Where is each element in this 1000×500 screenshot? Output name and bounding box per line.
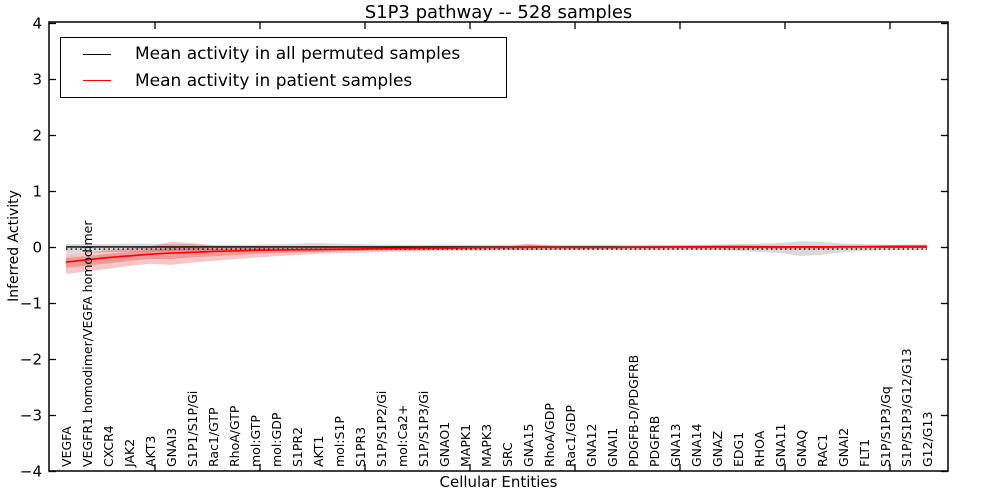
x-tick-label: Rac1/GTP: [206, 407, 221, 467]
x-tick-label: GNA15: [521, 424, 536, 468]
x-tick-label: GNA14: [689, 423, 704, 467]
x-tick-label: FLT1: [857, 439, 872, 467]
x-tick-label: RAC1: [815, 434, 830, 467]
permuted-band: [66, 241, 927, 256]
y-tick-label: −1: [20, 295, 42, 313]
y-axis-label: Inferred Activity: [6, 190, 22, 302]
legend-label-permuted: Mean activity in all permuted samples: [135, 44, 461, 65]
x-tick-label: S1P/S1P3/G12/G13: [899, 348, 914, 467]
x-tick-label: VEGFA: [59, 426, 74, 467]
x-tick-label: mol:GDP: [269, 412, 284, 467]
x-tick-label: GNAI2: [836, 428, 851, 467]
x-tick-label: AKT1: [311, 436, 326, 467]
x-tick-label: Rac1/GDP: [563, 405, 578, 467]
x-tick-label: PDGFRB: [647, 416, 662, 467]
x-tick-label: S1P/S1P3/Gq: [878, 386, 893, 467]
x-tick-label: S1P1/S1P/Gi: [185, 391, 200, 467]
legend-entry-patient: Mean activity in patient samples: [61, 71, 506, 91]
x-tick-label: JAK2: [122, 439, 137, 468]
x-tick-label: MAPK3: [479, 424, 494, 467]
patient-line-swatch: [83, 80, 111, 82]
legend: Mean activity in all permuted samples Me…: [60, 37, 507, 98]
x-tick-label: GNAZ: [710, 431, 725, 467]
x-tick-label: GNAI3: [164, 428, 179, 467]
axes-spines: [48, 21, 949, 472]
y-tick-label: 4: [32, 15, 42, 33]
x-tick-label: GNAI1: [605, 428, 620, 467]
x-tick-label: S1PR2: [290, 427, 305, 467]
x-tick-label: GNA12: [584, 424, 599, 468]
x-tick-label: RhoA/GTP: [227, 405, 242, 467]
x-tick-label: SRC: [500, 442, 515, 467]
x-tick-label: RhoA/GDP: [542, 403, 557, 467]
legend-entry-permuted: Mean activity in all permuted samples: [61, 44, 506, 64]
x-tick-label: GNAQ: [794, 430, 809, 467]
x-tick-label: PDGFB-D/PDGFRB: [626, 355, 641, 467]
y-tick-label: 3: [32, 71, 42, 89]
legend-label-patient: Mean activity in patient samples: [135, 70, 413, 91]
x-tick-label: G12/G13: [920, 412, 935, 467]
y-tick-label: 1: [32, 183, 42, 201]
x-tick-label: GNA13: [668, 424, 683, 468]
x-tick-label: S1P/S1P3/Gi: [416, 391, 431, 467]
x-tick-label: S1PR3: [353, 427, 368, 467]
patient-mean-line: [65, 245, 927, 263]
patient-band-inner: [66, 245, 927, 268]
y-tick-label: −4: [20, 463, 42, 481]
x-tick-label: GNA11: [773, 424, 788, 468]
chart-title: S1P3 pathway -- 528 samples: [364, 2, 633, 23]
x-tick-label: RHOA: [752, 430, 767, 467]
x-tick-label: MAPK1: [458, 424, 473, 467]
y-tick-label: −3: [20, 407, 42, 425]
x-tick-label: VEGFR1 homodimer/VEGFA homodimer: [80, 220, 95, 467]
x-tick-label: mol:S1P: [332, 416, 347, 467]
x-tick-label: GNAO1: [437, 422, 452, 467]
x-tick-label: CXCR4: [101, 425, 116, 467]
y-tick-label: 2: [32, 127, 42, 145]
x-tick-label: EDG1: [731, 432, 746, 467]
x-axis-label: Cellular Entities: [439, 473, 558, 491]
y-tick-label: −2: [20, 351, 42, 369]
y-tick-label: 0: [32, 239, 42, 257]
x-tick-label: AKT3: [143, 436, 158, 467]
x-tick-label: mol:GTP: [248, 415, 263, 467]
permuted-line-swatch: [83, 53, 111, 55]
x-tick-label: mol:Ca2+: [395, 405, 410, 467]
x-tick-label: S1P/S1P2/Gi: [374, 391, 389, 467]
